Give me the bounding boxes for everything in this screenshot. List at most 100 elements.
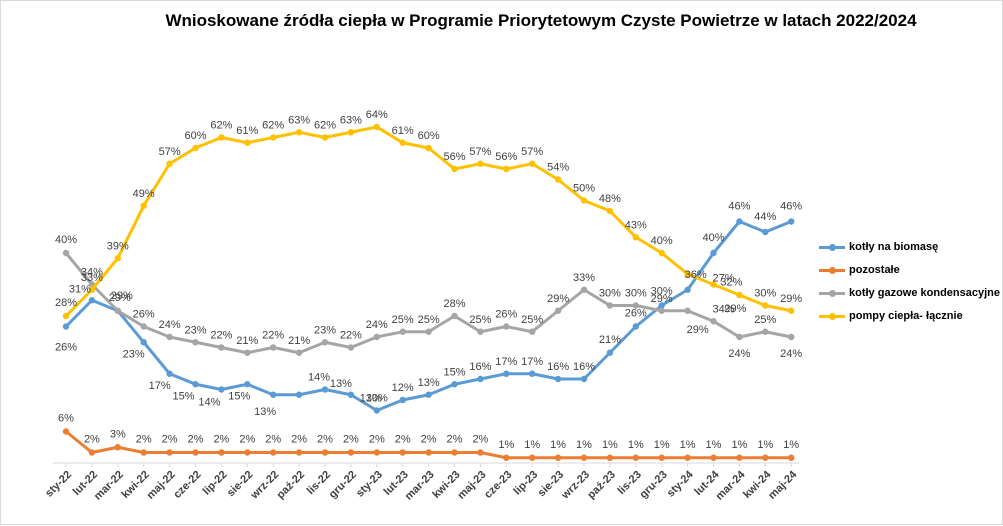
data-point bbox=[529, 370, 536, 377]
data-label: 57% bbox=[469, 146, 491, 158]
data-point bbox=[529, 454, 536, 461]
data-label: 1% bbox=[524, 439, 540, 451]
data-label: 30% bbox=[754, 288, 776, 300]
data-label: 54% bbox=[547, 162, 569, 174]
data-label: 57% bbox=[521, 146, 543, 158]
legend-swatch bbox=[819, 242, 845, 252]
legend-item: pozostałe bbox=[819, 258, 1000, 281]
data-point bbox=[554, 375, 562, 383]
data-point bbox=[684, 286, 691, 293]
legend-label: pompy ciepła- łącznie bbox=[849, 309, 963, 322]
data-label: 34% bbox=[81, 267, 103, 279]
data-point bbox=[270, 134, 277, 141]
x-tick-label: maj-24 bbox=[766, 468, 800, 502]
data-point bbox=[477, 328, 484, 335]
legend-label: kotły na biomasę bbox=[849, 240, 939, 253]
data-label: 25% bbox=[418, 314, 440, 326]
data-label: 17% bbox=[521, 356, 543, 368]
legend-item: pompy ciepła- łącznie bbox=[819, 304, 1000, 327]
data-point bbox=[788, 454, 795, 461]
data-point bbox=[373, 123, 380, 131]
data-point bbox=[762, 302, 769, 309]
data-label: 6% bbox=[58, 413, 74, 425]
data-label: 40% bbox=[55, 234, 77, 246]
data-label: 25% bbox=[754, 314, 776, 326]
data-label: 62% bbox=[314, 120, 336, 132]
x-tick-label: lip-22 bbox=[201, 469, 230, 498]
data-point bbox=[140, 449, 147, 456]
data-point bbox=[710, 249, 717, 257]
data-label: 33% bbox=[81, 272, 103, 284]
data-point bbox=[244, 449, 251, 456]
data-point bbox=[192, 144, 199, 152]
data-point bbox=[295, 129, 303, 136]
data-point bbox=[425, 391, 432, 398]
x-tick-label: paź-22 bbox=[275, 469, 308, 502]
data-point bbox=[477, 449, 484, 456]
data-label: 14% bbox=[308, 372, 330, 384]
data-label: 24% bbox=[728, 348, 750, 360]
data-point bbox=[710, 318, 717, 325]
data-point bbox=[218, 386, 225, 393]
data-label: 31% bbox=[69, 283, 91, 295]
data-label: 1% bbox=[783, 439, 799, 451]
data-point bbox=[62, 249, 70, 257]
data-label: 2% bbox=[213, 434, 229, 446]
data-label: 13% bbox=[360, 393, 382, 405]
data-point bbox=[347, 344, 355, 351]
data-point bbox=[788, 333, 795, 341]
data-point bbox=[451, 165, 458, 173]
x-tick-label: maj-22 bbox=[145, 469, 178, 502]
data-point bbox=[166, 333, 173, 341]
data-label: 16% bbox=[469, 361, 491, 373]
legend-item: kotły na biomasę bbox=[819, 235, 1000, 258]
data-point bbox=[658, 249, 665, 257]
data-label: 61% bbox=[236, 125, 258, 137]
x-tick-label: sty-23 bbox=[354, 469, 385, 500]
data-point bbox=[62, 312, 70, 320]
data-label: 1% bbox=[602, 439, 618, 451]
data-point bbox=[373, 407, 380, 414]
data-point bbox=[503, 165, 510, 173]
data-label: 2% bbox=[162, 434, 178, 446]
legend-swatch-dot bbox=[829, 266, 836, 274]
data-point bbox=[606, 302, 614, 309]
data-point bbox=[399, 139, 406, 146]
x-tick-label: cze-23 bbox=[482, 469, 514, 501]
data-point bbox=[218, 134, 225, 141]
data-label: 32% bbox=[720, 277, 742, 289]
data-label: 22% bbox=[210, 330, 232, 342]
data-point bbox=[632, 454, 639, 461]
data-point bbox=[580, 375, 588, 383]
x-tick-label: sty-22 bbox=[43, 469, 74, 500]
data-label: 26% bbox=[133, 309, 155, 321]
data-label: 30% bbox=[651, 286, 673, 298]
data-label: 22% bbox=[340, 330, 362, 342]
data-point bbox=[88, 449, 96, 456]
data-label: 33% bbox=[573, 272, 595, 284]
data-point bbox=[554, 176, 562, 183]
data-label: 14% bbox=[198, 397, 220, 409]
x-tick-label: gru-22 bbox=[327, 469, 359, 501]
data-point bbox=[140, 202, 147, 209]
data-point bbox=[684, 270, 691, 278]
data-label: 1% bbox=[576, 439, 592, 451]
data-point bbox=[347, 391, 355, 398]
data-label: 56% bbox=[495, 151, 517, 163]
data-point bbox=[114, 444, 122, 451]
data-label: 56% bbox=[443, 151, 465, 163]
x-tick-label: mar-23 bbox=[403, 469, 437, 503]
data-point bbox=[710, 281, 717, 288]
data-label: 62% bbox=[210, 120, 232, 132]
data-label: 13% bbox=[254, 406, 276, 418]
data-label: 63% bbox=[288, 114, 310, 126]
data-label: 16% bbox=[547, 361, 569, 373]
data-point bbox=[321, 339, 329, 346]
data-point bbox=[736, 333, 743, 341]
data-point bbox=[684, 454, 691, 461]
data-label: 36% bbox=[685, 269, 707, 281]
data-point bbox=[529, 160, 536, 167]
data-point bbox=[270, 449, 277, 456]
data-point bbox=[244, 349, 251, 356]
